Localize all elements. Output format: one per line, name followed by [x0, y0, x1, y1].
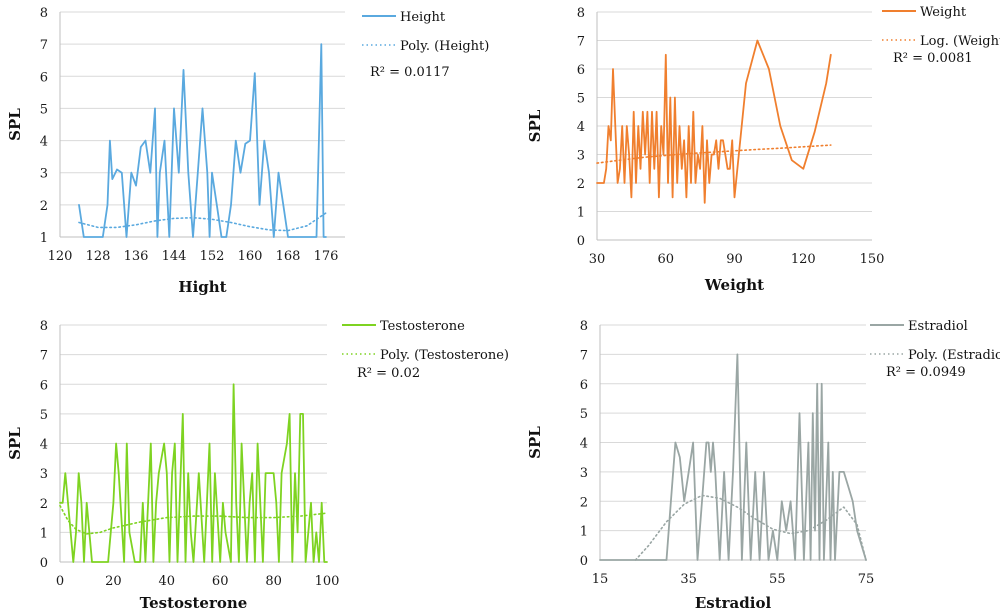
legend-label: Testosterone [380, 319, 465, 334]
legend-label: Poly. (Height) [400, 39, 489, 54]
legend-label: Height [400, 10, 446, 25]
x-tick-label: 15 [592, 572, 609, 587]
data-series-line [78, 43, 327, 238]
y-tick-label: 8 [40, 319, 48, 334]
y-tick-label: 1 [580, 525, 588, 540]
data-series-line [596, 39, 832, 204]
x-tick-label: 75 [858, 572, 875, 587]
y-tick-label: 6 [40, 378, 48, 393]
legend-label: Poly. (Testosterone) [380, 348, 509, 363]
trendline-series [59, 504, 328, 535]
data-series-line [599, 353, 867, 561]
x-tick-label: 120 [48, 249, 73, 264]
legend-label: Log. (Weight) [920, 34, 1000, 49]
x-tick-label: 40 [159, 574, 176, 589]
x-tick-label: 60 [657, 252, 674, 267]
y-tick-label: 5 [580, 407, 588, 422]
y-tick-label: 3 [580, 466, 588, 481]
x-tick-label: 128 [86, 249, 111, 264]
y-tick-label: 7 [577, 35, 585, 50]
x-tick-label: 176 [314, 249, 339, 264]
y-tick-label: 4 [40, 438, 48, 453]
x-axis-title: Weight [704, 276, 764, 294]
r-squared-annotation: R² = 0.0081 [893, 51, 973, 66]
x-tick-label: 144 [162, 249, 187, 264]
x-tick-label: 80 [265, 574, 282, 589]
y-tick-label: 2 [40, 199, 48, 214]
y-tick-label: 4 [40, 135, 48, 150]
y-tick-label: 1 [577, 206, 585, 221]
r-squared-annotation: R² = 0.0117 [370, 65, 450, 80]
y-tick-label: 8 [40, 6, 48, 21]
y-tick-label: 7 [580, 348, 588, 363]
x-axis-title: Estradiol [695, 594, 772, 612]
x-tick-label: 136 [124, 249, 149, 264]
y-tick-label: 4 [580, 437, 588, 452]
x-tick-label: 152 [200, 249, 225, 264]
y-tick-label: 6 [40, 70, 48, 85]
y-tick-label: 8 [577, 6, 585, 21]
y-tick-label: 3 [40, 467, 48, 482]
y-tick-label: 5 [40, 102, 48, 117]
legend-label: Estradiol [908, 319, 968, 334]
y-tick-label: 6 [577, 63, 585, 78]
y-tick-label: 8 [580, 319, 588, 334]
y-tick-label: 7 [40, 349, 48, 364]
y-tick-label: 0 [580, 554, 588, 569]
y-axis-title: SPL [526, 426, 544, 459]
x-axis-title: Testosterone [140, 594, 248, 612]
y-tick-label: 3 [40, 167, 48, 182]
x-tick-label: 150 [860, 252, 885, 267]
y-tick-label: 5 [577, 92, 585, 107]
y-tick-label: 2 [40, 497, 48, 512]
x-tick-label: 160 [238, 249, 263, 264]
x-tick-label: 20 [105, 574, 122, 589]
trendline-series [78, 212, 327, 232]
x-tick-label: 100 [315, 574, 340, 589]
y-tick-label: 6 [580, 378, 588, 393]
r-squared-annotation: R² = 0.02 [357, 366, 420, 381]
x-axis-title: Hight [178, 278, 226, 296]
y-tick-label: 0 [577, 234, 585, 249]
x-tick-label: 30 [589, 252, 606, 267]
data-series-line [59, 383, 328, 563]
chart-panel-4: 0 1 2 3 4 5 6 7 8 15 35 55 75 SPL Estradiol Estradiol Po… [526, 319, 1000, 612]
chart-panel-1: 1 2 3 4 5 6 7 8 120 128 136 144 152 160 168 176 SPL Hight… [6, 6, 489, 296]
r-squared-annotation: R² = 0.0949 [886, 365, 966, 380]
legend-label: Weight [920, 5, 967, 20]
y-axis-title: SPL [6, 108, 24, 141]
y-tick-label: 3 [577, 149, 585, 164]
trendline-series [634, 494, 867, 561]
y-tick-label: 1 [40, 526, 48, 541]
y-axis-title: SPL [526, 109, 544, 142]
y-tick-label: 2 [580, 495, 588, 510]
x-tick-label: 60 [212, 574, 229, 589]
x-tick-label: 168 [276, 249, 301, 264]
y-tick-label: 0 [40, 556, 48, 571]
chart-panel-2: 0 1 2 3 4 5 6 7 8 30 60 90 120 150 SPL Weight Weight Log.… [526, 5, 1000, 294]
y-tick-label: 1 [40, 231, 48, 246]
x-tick-label: 120 [791, 252, 816, 267]
x-tick-label: 90 [726, 252, 743, 267]
y-axis-title: SPL [6, 427, 24, 460]
x-tick-label: 55 [769, 572, 786, 587]
y-tick-label: 5 [40, 408, 48, 423]
x-tick-label: 35 [680, 572, 697, 587]
x-tick-label: 0 [56, 574, 64, 589]
y-tick-label: 7 [40, 38, 48, 53]
y-tick-label: 2 [577, 177, 585, 192]
y-tick-label: 4 [577, 120, 585, 135]
legend-label: Poly. (Estradiol) [908, 348, 1000, 363]
